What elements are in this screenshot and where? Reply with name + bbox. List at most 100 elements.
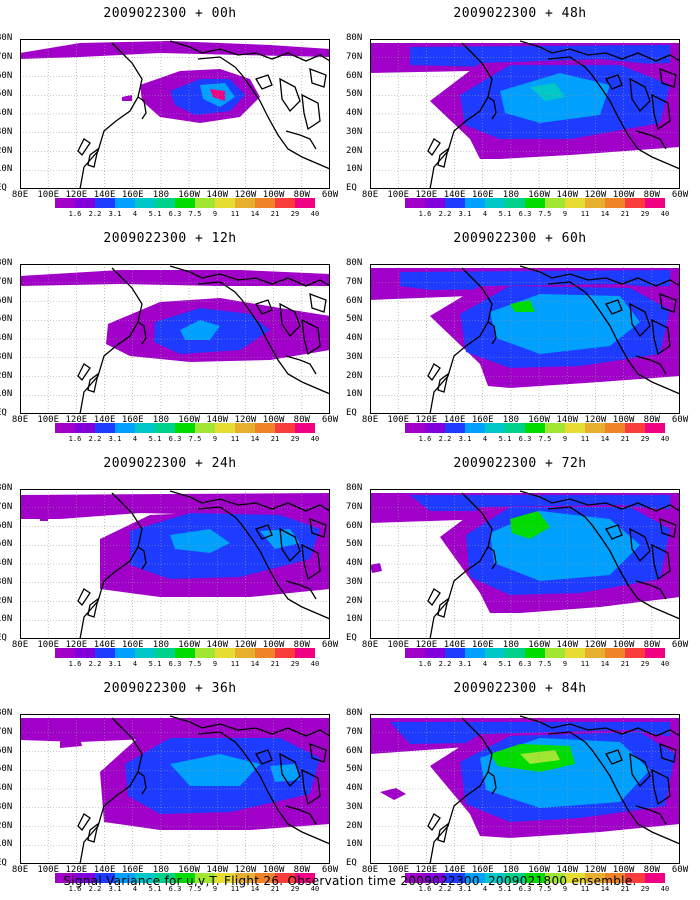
coastline <box>487 96 497 120</box>
longitude-label: 80W <box>643 415 660 425</box>
colorbar-label: 6.3 <box>168 435 182 443</box>
coastline <box>285 805 317 825</box>
colorbar-swatch <box>255 873 275 883</box>
latitude-label: 30N <box>0 801 13 812</box>
longitude-label: 80W <box>643 640 660 650</box>
coastline <box>169 490 330 512</box>
coastline <box>79 267 143 414</box>
colorbar-swatch <box>215 198 235 208</box>
colorbar-label: 4 <box>132 660 138 668</box>
coastline <box>519 715 680 737</box>
latitude-label: 80N <box>0 258 13 268</box>
longitude-label: 100W <box>612 190 635 200</box>
variance-contour <box>510 511 550 539</box>
coastline <box>309 518 327 538</box>
latitude-label: 30N <box>0 576 13 587</box>
colorbar-label: 4 <box>482 210 488 218</box>
longitude-label: 60W <box>671 190 689 200</box>
colorbar-label: 5.1 <box>148 660 162 668</box>
variance-contour <box>270 764 300 782</box>
colorbar-label: 1.6 <box>68 885 82 893</box>
longitude-label: 180 <box>152 415 170 425</box>
coastline <box>309 68 327 88</box>
latitude-label: 20N <box>0 820 13 831</box>
latitude-label: 20N <box>346 145 363 156</box>
latitude-label: 60N <box>0 520 13 531</box>
colorbar-label: 29 <box>290 660 300 668</box>
longitude-label: 80E <box>361 415 379 425</box>
variance-contour <box>60 738 82 748</box>
colorbar-swatch <box>235 648 255 658</box>
latitude-label: 60N <box>346 295 363 306</box>
colorbar-label: 29 <box>640 885 650 893</box>
longitude-label: 100E <box>37 865 60 875</box>
coastline <box>659 293 677 313</box>
coastline <box>87 822 100 843</box>
colorbar-label: 21 <box>270 885 280 893</box>
colorbar-label: 9 <box>212 210 218 218</box>
coastline <box>87 597 100 618</box>
colorbar-swatch <box>585 423 605 433</box>
colorbar-swatch <box>605 423 625 433</box>
colorbar-swatch <box>405 198 425 208</box>
colorbar-swatch <box>135 873 155 883</box>
longitude-label: 140E <box>443 865 466 875</box>
latitude-label: 40N <box>0 333 13 343</box>
map-panel: 2009022300 + 60h 80N 70N 60N 50N 40N 30N 20N 10N… <box>346 227 690 443</box>
colorbar-label: 5.1 <box>498 885 512 893</box>
coastline <box>547 281 680 395</box>
coastline <box>605 749 623 765</box>
coastline <box>651 543 671 581</box>
coastline <box>635 805 667 825</box>
longitude-label: 140E <box>93 640 116 650</box>
colorbar-swatch <box>485 198 505 208</box>
colorbar-swatch <box>135 648 155 658</box>
colorbar-swatch <box>115 648 135 658</box>
colorbar-swatch <box>445 198 465 208</box>
longitude-label: 180 <box>502 415 520 425</box>
colorbar-swatch <box>55 198 75 208</box>
colorbar-swatch <box>215 423 235 433</box>
colorbar-swatch <box>195 423 215 433</box>
latitude-label: 30N <box>346 801 363 812</box>
variance-contour <box>40 513 48 521</box>
latitude-label: 50N <box>0 539 13 550</box>
longitude-label: 100E <box>387 190 410 200</box>
coastline <box>437 147 450 168</box>
latitude-label: 10N <box>0 389 13 400</box>
latitude-label: 30N <box>0 126 13 137</box>
longitude-label: 140W <box>206 640 229 650</box>
colorbar-label: 14 <box>600 660 610 668</box>
colorbar-swatch <box>275 198 295 208</box>
longitude-label: 60W <box>321 415 339 425</box>
colorbar-label: 4 <box>482 885 488 893</box>
colorbar-swatch <box>255 423 275 433</box>
coastline <box>79 717 143 864</box>
colorbar-swatch <box>295 873 315 883</box>
colorbar-swatch <box>75 873 95 883</box>
latitude-label: 50N <box>346 89 363 100</box>
coastline <box>255 74 273 90</box>
coastline <box>279 527 301 563</box>
latitude-label: 10N <box>0 614 13 625</box>
colorbar-label: 11 <box>580 210 590 218</box>
colorbar-label: 2.2 <box>438 660 452 668</box>
colorbar-label: 7.5 <box>188 885 202 893</box>
coastline <box>519 490 680 512</box>
coastline <box>635 130 667 150</box>
colorbar-swatch <box>195 198 215 208</box>
colorbar-swatch <box>115 423 135 433</box>
colorbar-label: 3.1 <box>458 210 472 218</box>
longitude-label: 180 <box>152 865 170 875</box>
colorbar-label: 7.5 <box>538 210 552 218</box>
colorbar-swatch <box>565 423 585 433</box>
colorbar-swatch <box>545 423 565 433</box>
colorbar <box>405 873 665 883</box>
coastline <box>77 363 91 382</box>
longitude-label: 140W <box>556 415 579 425</box>
colorbar-swatch <box>405 648 425 658</box>
map-plot <box>20 264 330 414</box>
coastline <box>279 77 301 113</box>
colorbar-swatch <box>425 198 445 208</box>
colorbar-swatch <box>195 873 215 883</box>
